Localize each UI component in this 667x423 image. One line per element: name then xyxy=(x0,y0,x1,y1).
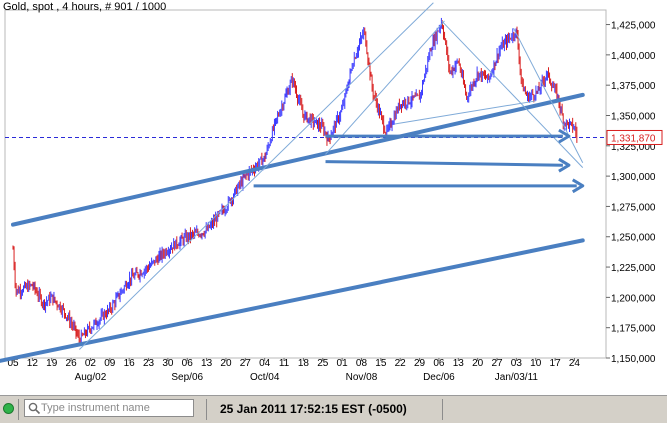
x-tick-label: 04 xyxy=(259,358,271,369)
y-tick-label: 1,200,000 xyxy=(611,293,656,304)
instrument-search-box[interactable] xyxy=(24,399,194,417)
last-price-tag-box xyxy=(606,129,663,145)
x-tick-label: 11 xyxy=(279,358,290,369)
plot-frame xyxy=(4,9,607,359)
y-tick-label: 1,375,000 xyxy=(611,81,656,92)
status-divider xyxy=(206,399,207,420)
x-tick-label: 24 xyxy=(569,358,581,369)
status-bar: 25 Jan 2011 17:52:15 EST (-0500) xyxy=(0,395,667,423)
x-tick-label: 01 xyxy=(337,358,349,369)
chart-svg[interactable]: 1,150,000 1,175,000 1,200,000 1,225,000 1,25… xyxy=(0,0,667,395)
price-series xyxy=(12,17,578,346)
y-tick-label: 1,150,000 xyxy=(611,354,656,365)
x-tick-label: 10 xyxy=(530,358,542,369)
x-month-label: Jan/03/11 xyxy=(495,372,539,383)
x-tick-label: 08 xyxy=(356,358,368,369)
y-tick-label: 1,225,000 xyxy=(611,263,656,274)
x-tick-label: 29 xyxy=(414,358,426,369)
arrow-head xyxy=(558,157,571,173)
x-month-label: Nov/08 xyxy=(346,372,378,383)
arrow-head xyxy=(558,128,571,144)
x-tick-label: 23 xyxy=(143,358,155,369)
instrument-search-input[interactable] xyxy=(41,401,191,415)
x-tick-label: 20 xyxy=(472,358,484,369)
x-tick-label: 05 xyxy=(7,358,19,369)
y-tick-label: 1,275,000 xyxy=(611,202,656,213)
y-tick-label: 1,250,000 xyxy=(611,233,656,244)
x-tick-label: 03 xyxy=(511,358,523,369)
x-month-label: Sep/06 xyxy=(171,372,203,383)
last-price-label: 1,331,870 xyxy=(611,133,656,144)
connection-status-icon xyxy=(3,403,14,414)
chart-title: Gold, spot , 4 hours, # 901 / 1000 xyxy=(3,1,167,13)
x-tick-label: 13 xyxy=(453,358,465,369)
x-tick-label: 20 xyxy=(220,358,232,369)
thick-trendline xyxy=(11,92,585,227)
x-tick-label: 02 xyxy=(85,358,97,369)
x-tick-label: 16 xyxy=(124,358,136,369)
status-datetime: 25 Jan 2011 17:52:15 EST (-0500) xyxy=(220,402,407,416)
y-tick-label: 1,350,000 xyxy=(611,111,656,122)
thin-trendline xyxy=(513,27,584,164)
chart-area[interactable]: 1,150,000 1,175,000 1,200,000 1,225,000 1,25… xyxy=(0,0,667,395)
x-tick-label: 25 xyxy=(317,358,329,369)
thin-trendline xyxy=(441,20,584,168)
y-tick-label: 1,400,000 xyxy=(611,51,656,62)
x-tick-label: 19 xyxy=(46,358,58,369)
status-divider xyxy=(18,399,19,420)
status-divider xyxy=(442,399,443,420)
thin-trendline xyxy=(79,2,434,350)
x-tick-label: 26 xyxy=(66,358,78,369)
y-tick-label: 1,325,000 xyxy=(611,142,656,153)
y-tick-label: 1,425,000 xyxy=(611,21,656,32)
arrow-line xyxy=(325,160,563,167)
x-tick-label: 27 xyxy=(240,358,252,369)
thin-trendline xyxy=(325,20,445,155)
x-tick-label: 12 xyxy=(27,358,39,369)
y-tick-label: 1,175,000 xyxy=(611,324,656,335)
x-tick-label: 22 xyxy=(395,358,407,369)
x-tick-label: 18 xyxy=(298,358,310,369)
last-price-tag: 1,331,870 xyxy=(606,129,663,145)
x-tick-label: 09 xyxy=(104,358,116,369)
x-tick-label: 15 xyxy=(375,358,387,369)
arrow-head xyxy=(571,178,585,194)
x-tick-label: 13 xyxy=(201,358,213,369)
thick-trendline xyxy=(0,238,585,363)
x-tick-label: 17 xyxy=(550,358,562,369)
x-tick-label: 06 xyxy=(182,358,194,369)
y-tick-label: 1,300,000 xyxy=(611,172,656,183)
search-icon xyxy=(28,402,41,415)
x-tick-label: 27 xyxy=(491,358,503,369)
x-month-label: Aug/02 xyxy=(75,372,107,383)
x-tick-label: 30 xyxy=(162,358,174,369)
thin-trendline xyxy=(394,100,536,125)
x-month-label: Dec/06 xyxy=(423,372,455,383)
x-month-label: Oct/04 xyxy=(250,372,280,383)
x-tick-label: 06 xyxy=(433,358,445,369)
